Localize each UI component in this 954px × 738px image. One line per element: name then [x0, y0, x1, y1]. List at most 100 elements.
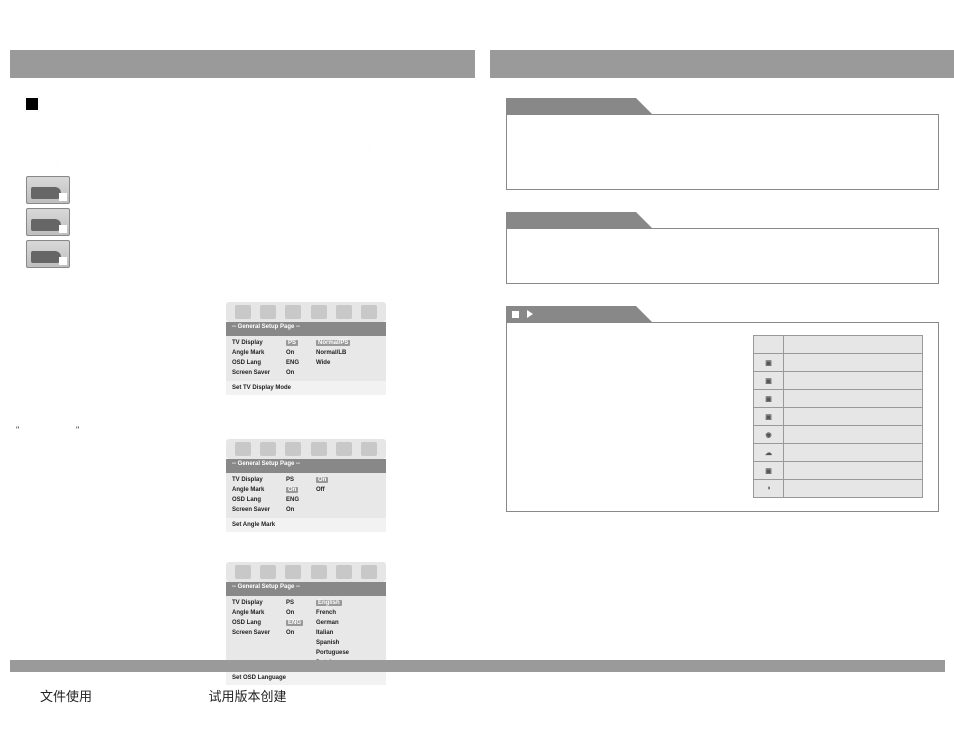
topic-3-tab-shape	[506, 306, 636, 322]
quote-row-3: ""	[0, 425, 226, 439]
menu-icon-row	[226, 439, 386, 459]
menus-container: -- General Setup Page --TV DisplayAngle …	[26, 302, 459, 685]
menu-label: TV Display	[232, 476, 286, 485]
menu-icon-row	[226, 302, 386, 322]
menu-value: On	[286, 506, 316, 515]
intro-text: " "	[26, 114, 459, 156]
menu-option: Normal/LB	[316, 349, 380, 358]
thumbnail-1	[26, 176, 70, 204]
menu-tab-icon	[336, 442, 352, 456]
table-desc-cell	[784, 462, 923, 480]
menu-option: Normal/PS	[316, 339, 380, 348]
tab-play-icon	[527, 310, 533, 318]
menu-tab-icon	[311, 442, 327, 456]
topic-2-tab-shape	[506, 212, 636, 228]
table-icon-cell: ◑	[754, 480, 784, 498]
menu-value: On	[286, 609, 316, 618]
table-row: ◑	[754, 480, 923, 498]
menu-tab-icon	[285, 305, 301, 319]
topic-2	[506, 212, 939, 284]
menu-tab-icon	[235, 305, 251, 319]
menu-body: TV DisplayAngle MarkOSD LangScreen Saver…	[226, 336, 386, 381]
menu-label: OSD Lang	[232, 496, 286, 505]
left-content: " " " " -- General Setup Page --TV Displ…	[10, 98, 475, 685]
topic-3: ▣▣▣▣◉☁▣◑	[506, 306, 939, 512]
topic-2-box	[506, 228, 939, 284]
menu-col-labels: TV DisplayAngle MarkOSD LangScreen Saver	[232, 599, 286, 668]
table-desc-cell	[784, 444, 923, 462]
menu-label: OSD Lang	[232, 359, 286, 368]
menu-footer: Set Angle Mark	[226, 518, 386, 532]
table-desc-cell	[784, 408, 923, 426]
table-desc-cell	[784, 426, 923, 444]
topic-3-box: ▣▣▣▣◉☁▣◑	[506, 322, 939, 512]
icon-table: ▣▣▣▣◉☁▣◑	[753, 335, 923, 498]
menu-tab-icon	[235, 442, 251, 456]
table-row: ☁	[754, 444, 923, 462]
right-page: ▣▣▣▣◉☁▣◑	[490, 0, 954, 680]
menu-label: Angle Mark	[232, 349, 286, 358]
menu-value: PS	[286, 476, 316, 485]
menu-label: Screen Saver	[232, 369, 286, 378]
table-header-row	[754, 336, 923, 354]
menu-option: Portuguese	[316, 649, 380, 658]
right-header-bar	[490, 50, 954, 78]
menu-col-labels: TV DisplayAngle MarkOSD LangScreen Saver	[232, 476, 286, 515]
table-header-desc	[784, 336, 923, 354]
table-row: ◉	[754, 426, 923, 444]
menu-tab-icon	[361, 565, 377, 579]
table-icon-cell: ▣	[754, 354, 784, 372]
menu-col-values: PSOnENGOn	[286, 476, 316, 515]
menu-tab-icon	[361, 442, 377, 456]
menu-label: TV Display	[232, 339, 286, 348]
topic-1-tab	[506, 98, 939, 114]
menu-title: -- General Setup Page --	[226, 459, 386, 473]
table-desc-cell	[784, 480, 923, 498]
table-icon-cell: ☁	[754, 444, 784, 462]
menu-label: OSD Lang	[232, 619, 286, 628]
menu-value: PS	[286, 339, 316, 348]
topic-1-box	[506, 114, 939, 190]
table-icon-cell: ◉	[754, 426, 784, 444]
thumbnail-2	[26, 208, 70, 236]
menu-tab-icon	[235, 565, 251, 579]
menu-col-options: EnglishFrenchGermanItalianSpanishPortugu…	[316, 599, 380, 668]
menu-col-values: PSOnENGOn	[286, 339, 316, 378]
topic-3-tab	[506, 306, 939, 322]
menu-footer: Set OSD Language	[226, 671, 386, 685]
menu-tab-icon	[336, 565, 352, 579]
menu-option: Wide	[316, 359, 380, 368]
menu-title: -- General Setup Page --	[226, 582, 386, 596]
menu-tab-icon	[361, 305, 377, 319]
table-icon-cell: ▣	[754, 372, 784, 390]
menu-tab-icon	[285, 442, 301, 456]
menu-tab-icon	[336, 305, 352, 319]
menu-col-labels: TV DisplayAngle MarkOSD LangScreen Saver	[232, 339, 286, 378]
footer-right-label: 试用版本创建	[209, 689, 287, 704]
table-row: ▣	[754, 372, 923, 390]
menu-option: Off	[316, 486, 380, 495]
right-content: ▣▣▣▣◉☁▣◑	[490, 98, 954, 512]
menu-value: On	[286, 369, 316, 378]
menu-label: Angle Mark	[232, 609, 286, 618]
table-row: ▣	[754, 354, 923, 372]
menu-value: ENG	[286, 496, 316, 505]
table-desc-cell	[784, 354, 923, 372]
thumbnails	[26, 176, 459, 268]
quote-open-1: "	[368, 144, 371, 155]
menu-col-options: Normal/PSNormal/LBWide	[316, 339, 380, 378]
topic-2-tab	[506, 212, 939, 228]
quote-row-2: " "	[26, 160, 459, 170]
topic-1	[506, 98, 939, 190]
table-header-icon	[754, 336, 784, 354]
tab-square-icon	[512, 311, 519, 318]
quote-open-3: "	[16, 425, 19, 435]
menu-value: On	[286, 629, 316, 638]
menu-value: On	[286, 486, 316, 495]
menu-tab-icon	[311, 305, 327, 319]
menu-value: ENG	[286, 619, 316, 628]
menu-body: TV DisplayAngle MarkOSD LangScreen Saver…	[226, 473, 386, 518]
menu-block: -- General Setup Page --TV DisplayAngle …	[226, 439, 386, 532]
footer-left-label: 文件使用	[40, 689, 92, 704]
menu-title: -- General Setup Page --	[226, 322, 386, 336]
